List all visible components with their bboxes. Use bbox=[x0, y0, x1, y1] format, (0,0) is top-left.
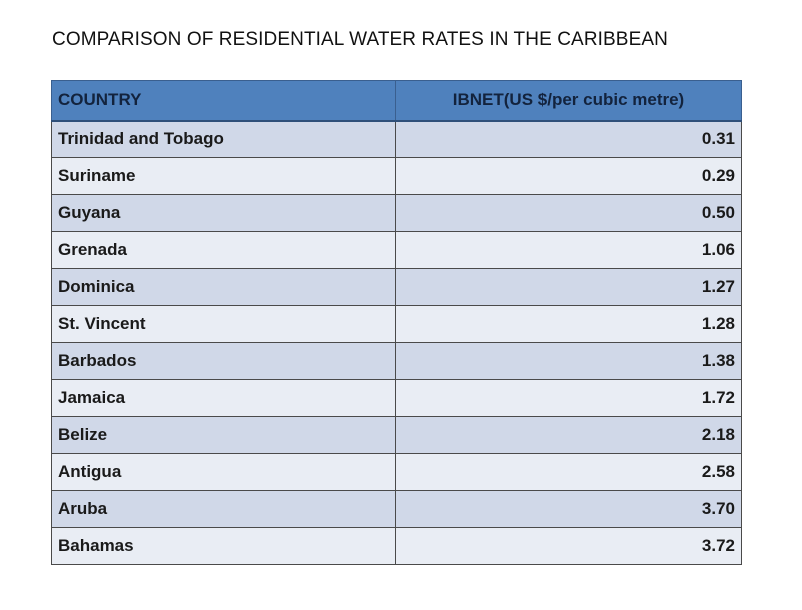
water-rates-table: COUNTRY IBNET(US $/per cubic metre) Trin… bbox=[51, 80, 742, 565]
table-row: St. Vincent 1.28 bbox=[51, 305, 742, 343]
table-row: Barbados 1.38 bbox=[51, 342, 742, 380]
table-row: Antigua 2.58 bbox=[51, 453, 742, 491]
table-header-row: COUNTRY IBNET(US $/per cubic metre) bbox=[51, 80, 742, 122]
rate-cell: 1.72 bbox=[395, 379, 742, 417]
rate-cell: 0.29 bbox=[395, 157, 742, 195]
rate-cell: 3.72 bbox=[395, 527, 742, 565]
rate-cell: 2.18 bbox=[395, 416, 742, 454]
table-row: Aruba 3.70 bbox=[51, 490, 742, 528]
country-cell: Trinidad and Tobago bbox=[51, 120, 396, 158]
rate-cell: 1.27 bbox=[395, 268, 742, 306]
country-cell: Antigua bbox=[51, 453, 396, 491]
column-header-rate: IBNET(US $/per cubic metre) bbox=[395, 80, 742, 122]
table-row: Dominica 1.27 bbox=[51, 268, 742, 306]
rate-cell: 1.28 bbox=[395, 305, 742, 343]
country-cell: St. Vincent bbox=[51, 305, 396, 343]
country-cell: Suriname bbox=[51, 157, 396, 195]
table-row: Trinidad and Tobago 0.31 bbox=[51, 120, 742, 158]
rate-cell: 3.70 bbox=[395, 490, 742, 528]
table-row: Bahamas 3.72 bbox=[51, 527, 742, 565]
country-cell: Guyana bbox=[51, 194, 396, 232]
table-row: Suriname 0.29 bbox=[51, 157, 742, 195]
table-row: Belize 2.18 bbox=[51, 416, 742, 454]
country-cell: Jamaica bbox=[51, 379, 396, 417]
rate-cell: 1.06 bbox=[395, 231, 742, 269]
country-cell: Bahamas bbox=[51, 527, 396, 565]
country-cell: Barbados bbox=[51, 342, 396, 380]
table-title: COMPARISON OF RESIDENTIAL WATER RATES IN… bbox=[52, 29, 668, 50]
country-cell: Grenada bbox=[51, 231, 396, 269]
country-cell: Belize bbox=[51, 416, 396, 454]
rate-cell: 0.31 bbox=[395, 120, 742, 158]
table-row: Grenada 1.06 bbox=[51, 231, 742, 269]
country-cell: Aruba bbox=[51, 490, 396, 528]
country-cell: Dominica bbox=[51, 268, 396, 306]
rate-cell: 2.58 bbox=[395, 453, 742, 491]
rate-cell: 0.50 bbox=[395, 194, 742, 232]
column-header-country: COUNTRY bbox=[51, 80, 396, 122]
rate-cell: 1.38 bbox=[395, 342, 742, 380]
table-row: Jamaica 1.72 bbox=[51, 379, 742, 417]
table-row: Guyana 0.50 bbox=[51, 194, 742, 232]
